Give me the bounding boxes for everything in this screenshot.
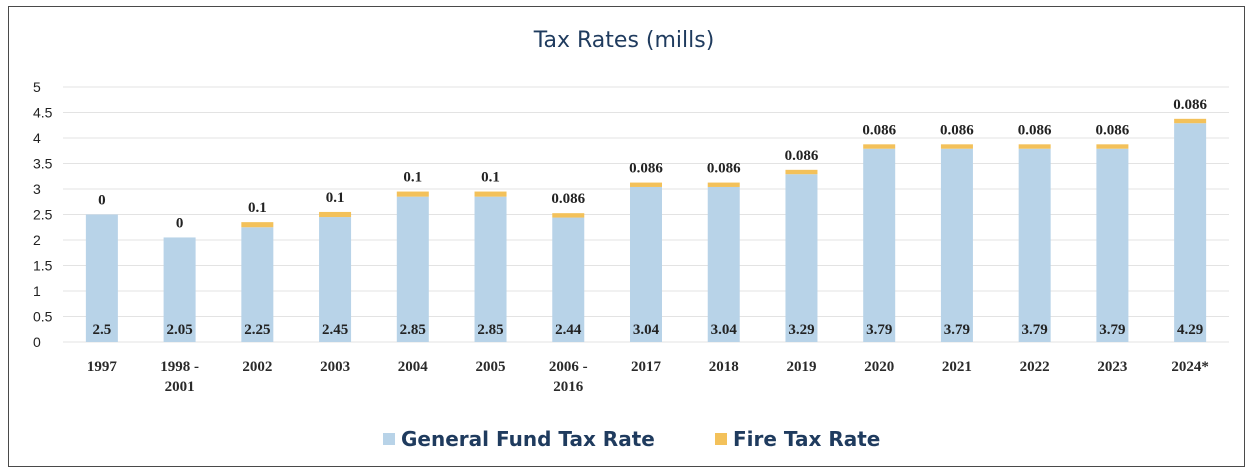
x-tick-label: 1998 - bbox=[160, 359, 199, 375]
y-tick-label: 2 bbox=[33, 232, 41, 248]
bar-general-fund bbox=[940, 148, 973, 342]
x-tick-label: 2024* bbox=[1171, 359, 1209, 375]
value-label-fire-tax: 0 bbox=[98, 193, 106, 209]
x-tick-label: 2022 bbox=[1020, 359, 1050, 375]
bar-fire-tax bbox=[319, 211, 352, 218]
bar-general-fund bbox=[630, 186, 662, 342]
bar-fire-tax bbox=[940, 144, 973, 149]
bar-fire-tax bbox=[1018, 144, 1051, 149]
y-tick-label: 2.5 bbox=[33, 207, 53, 223]
bar-fire-tax bbox=[552, 213, 585, 218]
value-label-general-fund: 2.45 bbox=[322, 322, 348, 338]
x-tick-label: 1997 bbox=[87, 359, 118, 375]
bar-fire-tax bbox=[474, 191, 507, 197]
chart-frame: Tax Rates (mills) 0 0.5 1 1.5 2 2.5 3 3.5 4 4.5 5 … bbox=[8, 6, 1245, 467]
x-tick-label: 2003 bbox=[320, 359, 350, 375]
value-label-fire-tax: 0.086 bbox=[862, 122, 896, 138]
value-label-fire-tax: 0.1 bbox=[481, 170, 500, 186]
x-tick-label: 2020 bbox=[864, 359, 894, 375]
chart-title: Tax Rates (mills) bbox=[533, 28, 715, 53]
bar-general-fund bbox=[241, 227, 274, 342]
bar-general-fund bbox=[552, 217, 585, 342]
x-tick-label: 2017 bbox=[631, 359, 662, 375]
value-label-fire-tax: 0.086 bbox=[1018, 122, 1052, 138]
bar-general-fund bbox=[1174, 123, 1207, 343]
bar-general-fund bbox=[319, 217, 352, 342]
value-label-general-fund: 3.29 bbox=[788, 322, 814, 338]
value-label-general-fund: 3.79 bbox=[944, 322, 970, 338]
bar-fire-tax bbox=[1174, 118, 1207, 124]
x-tick-label: 2019 bbox=[786, 359, 816, 375]
bar-general-fund bbox=[785, 174, 818, 342]
y-tick-label: 3.5 bbox=[33, 156, 53, 172]
y-tick-label: 0 bbox=[33, 334, 41, 350]
bar-fire-tax bbox=[785, 169, 818, 175]
value-label-fire-tax: 0.086 bbox=[940, 122, 974, 138]
value-label-general-fund: 2.85 bbox=[477, 322, 503, 338]
value-label-fire-tax: 0.086 bbox=[1173, 97, 1207, 113]
legend-label-fire-tax: Fire Tax Rate bbox=[733, 427, 880, 451]
bar-general-fund bbox=[1096, 148, 1129, 342]
x-tick-label: 2016 bbox=[553, 379, 584, 395]
x-tick-label: 2018 bbox=[709, 359, 739, 375]
bar-general-fund bbox=[474, 196, 507, 342]
y-tick-label: 3 bbox=[33, 181, 41, 197]
value-label-fire-tax: 0.1 bbox=[403, 170, 422, 186]
bar-fire-tax bbox=[863, 144, 896, 149]
value-label-fire-tax: 0.1 bbox=[326, 190, 345, 206]
bar-general-fund bbox=[396, 196, 429, 342]
bar-fire-tax bbox=[707, 182, 740, 187]
value-label-fire-tax: 0.086 bbox=[1096, 122, 1130, 138]
x-tick-label: 2023 bbox=[1097, 359, 1127, 375]
value-label-general-fund: 2.05 bbox=[166, 322, 192, 338]
x-tick-label: 2006 - bbox=[549, 359, 588, 375]
value-label-general-fund: 2.44 bbox=[555, 322, 582, 338]
value-label-general-fund: 2.25 bbox=[244, 322, 270, 338]
value-label-fire-tax: 0.1 bbox=[248, 200, 267, 216]
legend-swatch-fire-tax bbox=[715, 433, 727, 445]
bar-fire-tax bbox=[1096, 144, 1129, 149]
value-label-general-fund: 3.79 bbox=[1022, 322, 1048, 338]
x-tick-label: 2005 bbox=[476, 359, 506, 375]
bar-general-fund bbox=[85, 214, 118, 342]
value-label-fire-tax: 0.086 bbox=[707, 161, 741, 177]
bar-general-fund bbox=[863, 148, 896, 342]
bar-fire-tax bbox=[630, 182, 662, 187]
value-label-general-fund: 2.85 bbox=[400, 322, 426, 338]
bar-general-fund bbox=[1018, 148, 1051, 342]
legend: General Fund Tax Rate Fire Tax Rate bbox=[383, 427, 880, 451]
bar-fire-tax bbox=[396, 191, 429, 197]
x-tick-label: 2004 bbox=[398, 359, 429, 375]
value-label-fire-tax: 0.086 bbox=[629, 161, 663, 177]
value-label-fire-tax: 0.086 bbox=[785, 148, 819, 164]
y-axis-ticks: 0 0.5 1 1.5 2 2.5 3 3.5 4 4.5 5 bbox=[33, 79, 53, 350]
value-labels: 2.5 0 2.05 0 2.25 0.1 2.45 0.1 2.85 0.1 2.85 0.1 2.4… bbox=[92, 97, 1207, 338]
stacked-bar-chart: Tax Rates (mills) 00.511.522.533.544.55 … bbox=[33, 28, 1229, 451]
bar-general-fund bbox=[163, 237, 196, 342]
x-tick-label: 2002 bbox=[242, 359, 272, 375]
y-tick-label: 1 bbox=[33, 283, 41, 299]
y-tick-label: 1.5 bbox=[33, 258, 53, 274]
y-tick-label: 4 bbox=[33, 130, 41, 146]
y-tick-label: 5 bbox=[33, 79, 41, 95]
legend-label-general-fund: General Fund Tax Rate bbox=[401, 427, 655, 451]
value-label-general-fund: 3.04 bbox=[711, 322, 738, 338]
bar-fire-tax bbox=[241, 222, 274, 228]
value-label-general-fund: 4.29 bbox=[1177, 322, 1203, 338]
value-label-general-fund: 3.79 bbox=[866, 322, 892, 338]
bar-general-fund bbox=[707, 186, 740, 342]
y-tick-label: 4.5 bbox=[33, 105, 53, 121]
x-axis-ticks: 1997 1998 - 2001 2002 2003 2004 2005 2006 - 2016… bbox=[87, 359, 1209, 395]
value-label-general-fund: 2.5 bbox=[92, 322, 111, 338]
value-label-general-fund: 3.04 bbox=[633, 322, 660, 338]
x-tick-label: 2001 bbox=[165, 379, 195, 395]
value-label-fire-tax: 0.086 bbox=[551, 191, 585, 207]
value-label-general-fund: 3.79 bbox=[1099, 322, 1125, 338]
value-label-fire-tax: 0 bbox=[176, 215, 184, 231]
legend-swatch-general-fund bbox=[383, 433, 395, 445]
y-tick-label: 0.5 bbox=[33, 309, 53, 325]
x-tick-label: 2021 bbox=[942, 359, 972, 375]
bars bbox=[85, 118, 1207, 343]
